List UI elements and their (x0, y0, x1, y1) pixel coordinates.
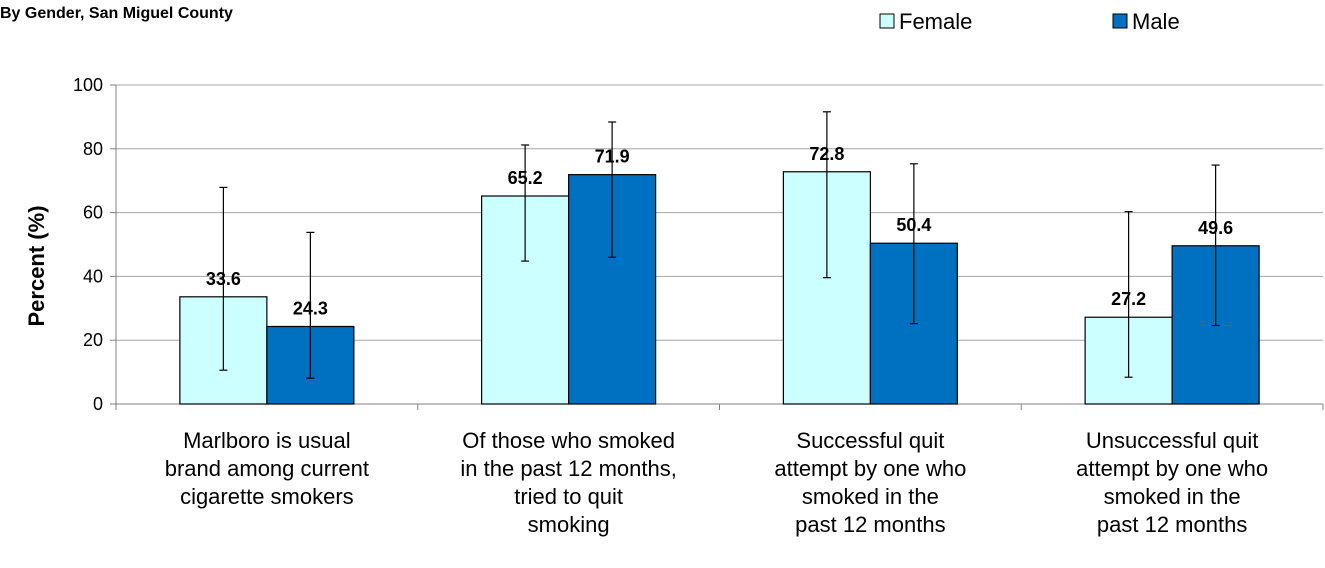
data-label: 49.6 (1198, 218, 1233, 238)
data-label: 72.8 (809, 144, 844, 164)
legend-label-female: Female (899, 9, 972, 34)
x-tick-label: Of those who smoked in the past 12 months… (460, 428, 676, 537)
y-tick-label: 80 (83, 139, 103, 159)
y-tick-labels: 0 20 40 60 80 100 (73, 75, 103, 414)
x-tick-labels: Marlboro is usual brand among current ciga… (165, 428, 1268, 537)
data-labels: 33.6 24.3 65.2 71.9 72.8 50.4 27.2 49.6 (206, 144, 1233, 319)
y-tick-label: 100 (73, 75, 103, 95)
y-axis-label: Percent (%) (24, 205, 49, 326)
data-label: 65.2 (508, 168, 543, 188)
y-tick-label: 60 (83, 203, 103, 223)
data-label: 24.3 (293, 298, 328, 318)
error-bars (219, 111, 1220, 379)
y-tick-label: 0 (93, 394, 103, 414)
legend-label-male: Male (1132, 9, 1180, 34)
y-tick-label: 40 (83, 266, 103, 286)
legend-swatch-male (1112, 13, 1128, 29)
chart-title: By Gender, San Miguel County (0, 5, 233, 22)
data-label: 27.2 (1111, 289, 1146, 309)
data-label: 50.4 (896, 215, 931, 235)
x-tick-label: Successful quit attempt by one who smoked … (774, 428, 966, 537)
legend: Female Male (879, 9, 1180, 34)
bars (179, 171, 1260, 405)
x-tick-label: Marlboro is usual brand among current ciga… (165, 428, 369, 509)
legend-swatch-female (879, 13, 895, 29)
data-label: 33.6 (206, 269, 241, 289)
data-label: 71.9 (595, 147, 630, 167)
x-tick-label: Unsuccessful quit attempt by one who smoke… (1076, 428, 1268, 537)
y-tick-label: 20 (83, 330, 103, 350)
